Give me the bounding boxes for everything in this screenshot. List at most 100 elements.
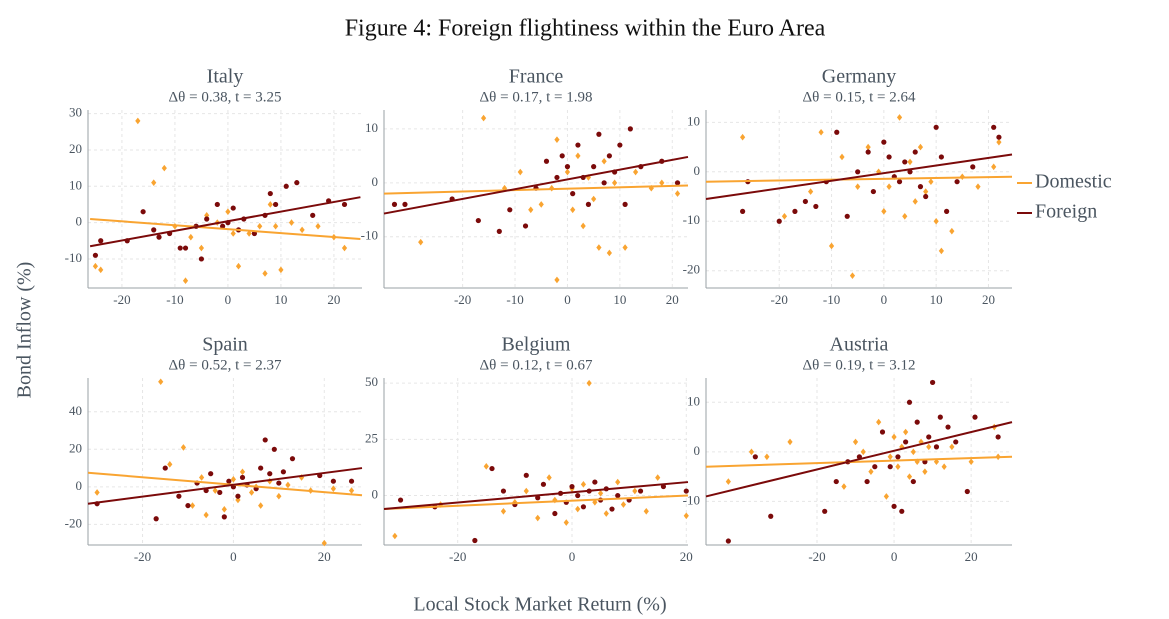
foreign-point	[970, 164, 976, 170]
domestic-point	[523, 487, 529, 495]
domestic-point	[348, 487, 355, 494]
foreign-point	[627, 126, 633, 132]
foreign-point	[310, 212, 316, 218]
foreign-point	[559, 153, 565, 159]
foreign-point	[162, 465, 168, 471]
foreign-point	[276, 480, 282, 486]
foreign-point	[267, 471, 273, 477]
legend-label: Foreign	[1035, 201, 1097, 223]
foreign-point	[283, 183, 289, 189]
foreign-point	[881, 139, 887, 145]
foreign-point	[348, 478, 355, 484]
domestic-point	[876, 168, 882, 176]
foreign-point	[945, 424, 951, 430]
y-tick-label: 10	[687, 113, 700, 128]
domestic-point	[996, 138, 1002, 146]
foreign-point	[792, 208, 798, 214]
domestic-point	[585, 174, 592, 181]
domestic-point	[632, 168, 639, 176]
x-tick-label: 0	[564, 292, 571, 307]
domestic-point	[949, 227, 955, 235]
x-tick-label: -20	[454, 292, 471, 307]
domestic-point	[907, 158, 913, 166]
foreign-point	[596, 131, 602, 137]
domestic-point	[221, 506, 227, 513]
foreign-point	[674, 180, 681, 186]
domestic-point	[933, 217, 939, 225]
x-tick-label: 20	[680, 549, 693, 564]
domestic-point	[648, 184, 654, 192]
domestic-point	[225, 208, 231, 216]
domestic-point	[262, 270, 268, 277]
foreign-point	[592, 479, 598, 485]
x-tick-label: 0	[225, 292, 232, 307]
foreign-point	[903, 439, 909, 445]
domestic-point	[839, 153, 845, 161]
foreign-point	[683, 488, 689, 494]
foreign-point	[570, 191, 576, 197]
panel-title: Spain	[202, 334, 248, 356]
foreign-point	[895, 454, 901, 460]
domestic-point	[891, 433, 897, 441]
domestic-point	[285, 481, 291, 489]
foreign-point	[92, 252, 99, 258]
domestic-point	[528, 206, 534, 214]
domestic-point	[288, 219, 295, 226]
y-tick-label: 20	[69, 141, 82, 156]
panel-subtitle: Δθ = 0.38, t = 3.25	[169, 89, 282, 105]
foreign-point	[964, 488, 970, 495]
domestic-point	[418, 238, 424, 246]
domestic-point	[167, 461, 173, 468]
foreign-point	[953, 439, 959, 445]
foreign-point	[258, 465, 264, 471]
legend-label: Domestic	[1035, 171, 1112, 193]
domestic-point	[570, 206, 576, 214]
foreign-point	[221, 514, 227, 520]
foreign-point	[239, 474, 246, 481]
domestic-point	[655, 474, 661, 481]
x-tick-label: 0	[569, 549, 576, 564]
y-tick-label: -10	[361, 228, 378, 243]
domestic-point	[725, 478, 731, 485]
domestic-point	[198, 244, 205, 252]
foreign-point	[768, 513, 774, 519]
domestic-point	[896, 114, 903, 121]
foreign-point	[585, 201, 592, 207]
domestic-point	[764, 453, 770, 461]
domestic-point	[643, 507, 649, 515]
foreign-point	[507, 207, 513, 213]
foreign-point	[273, 201, 279, 208]
foreign-point	[208, 471, 214, 477]
foreign-point	[855, 169, 861, 175]
fit-line	[383, 155, 689, 215]
foreign-point	[822, 508, 828, 514]
foreign-point	[887, 464, 893, 470]
foreign-point	[933, 124, 939, 130]
domestic-point	[161, 164, 167, 172]
foreign-point	[98, 238, 104, 244]
foreign-point	[523, 472, 529, 478]
fit-line	[383, 481, 689, 511]
domestic-point	[203, 511, 209, 519]
foreign-point	[217, 489, 223, 496]
x-tick-label: 20	[318, 549, 331, 564]
domestic-point	[865, 143, 871, 151]
foreign-point	[214, 201, 220, 208]
foreign-point	[496, 228, 502, 234]
x-axis-label: Local Stock Market Return (%)	[413, 594, 666, 616]
fit-line	[383, 184, 689, 195]
domestic-point	[938, 247, 944, 255]
domestic-point	[597, 490, 604, 497]
x-tick-label: -10	[823, 292, 840, 307]
domestic-point	[887, 453, 893, 461]
domestic-point	[906, 473, 913, 480]
x-tick-label: -10	[506, 292, 523, 307]
panel-subtitle: Δθ = 0.52, t = 2.37	[169, 357, 282, 373]
foreign-point	[176, 493, 182, 499]
foreign-point	[752, 454, 758, 460]
foreign-point	[609, 506, 615, 512]
domestic-point	[740, 133, 746, 141]
domestic-point	[575, 152, 581, 160]
domestic-point	[198, 474, 205, 481]
foreign-point	[543, 158, 550, 164]
